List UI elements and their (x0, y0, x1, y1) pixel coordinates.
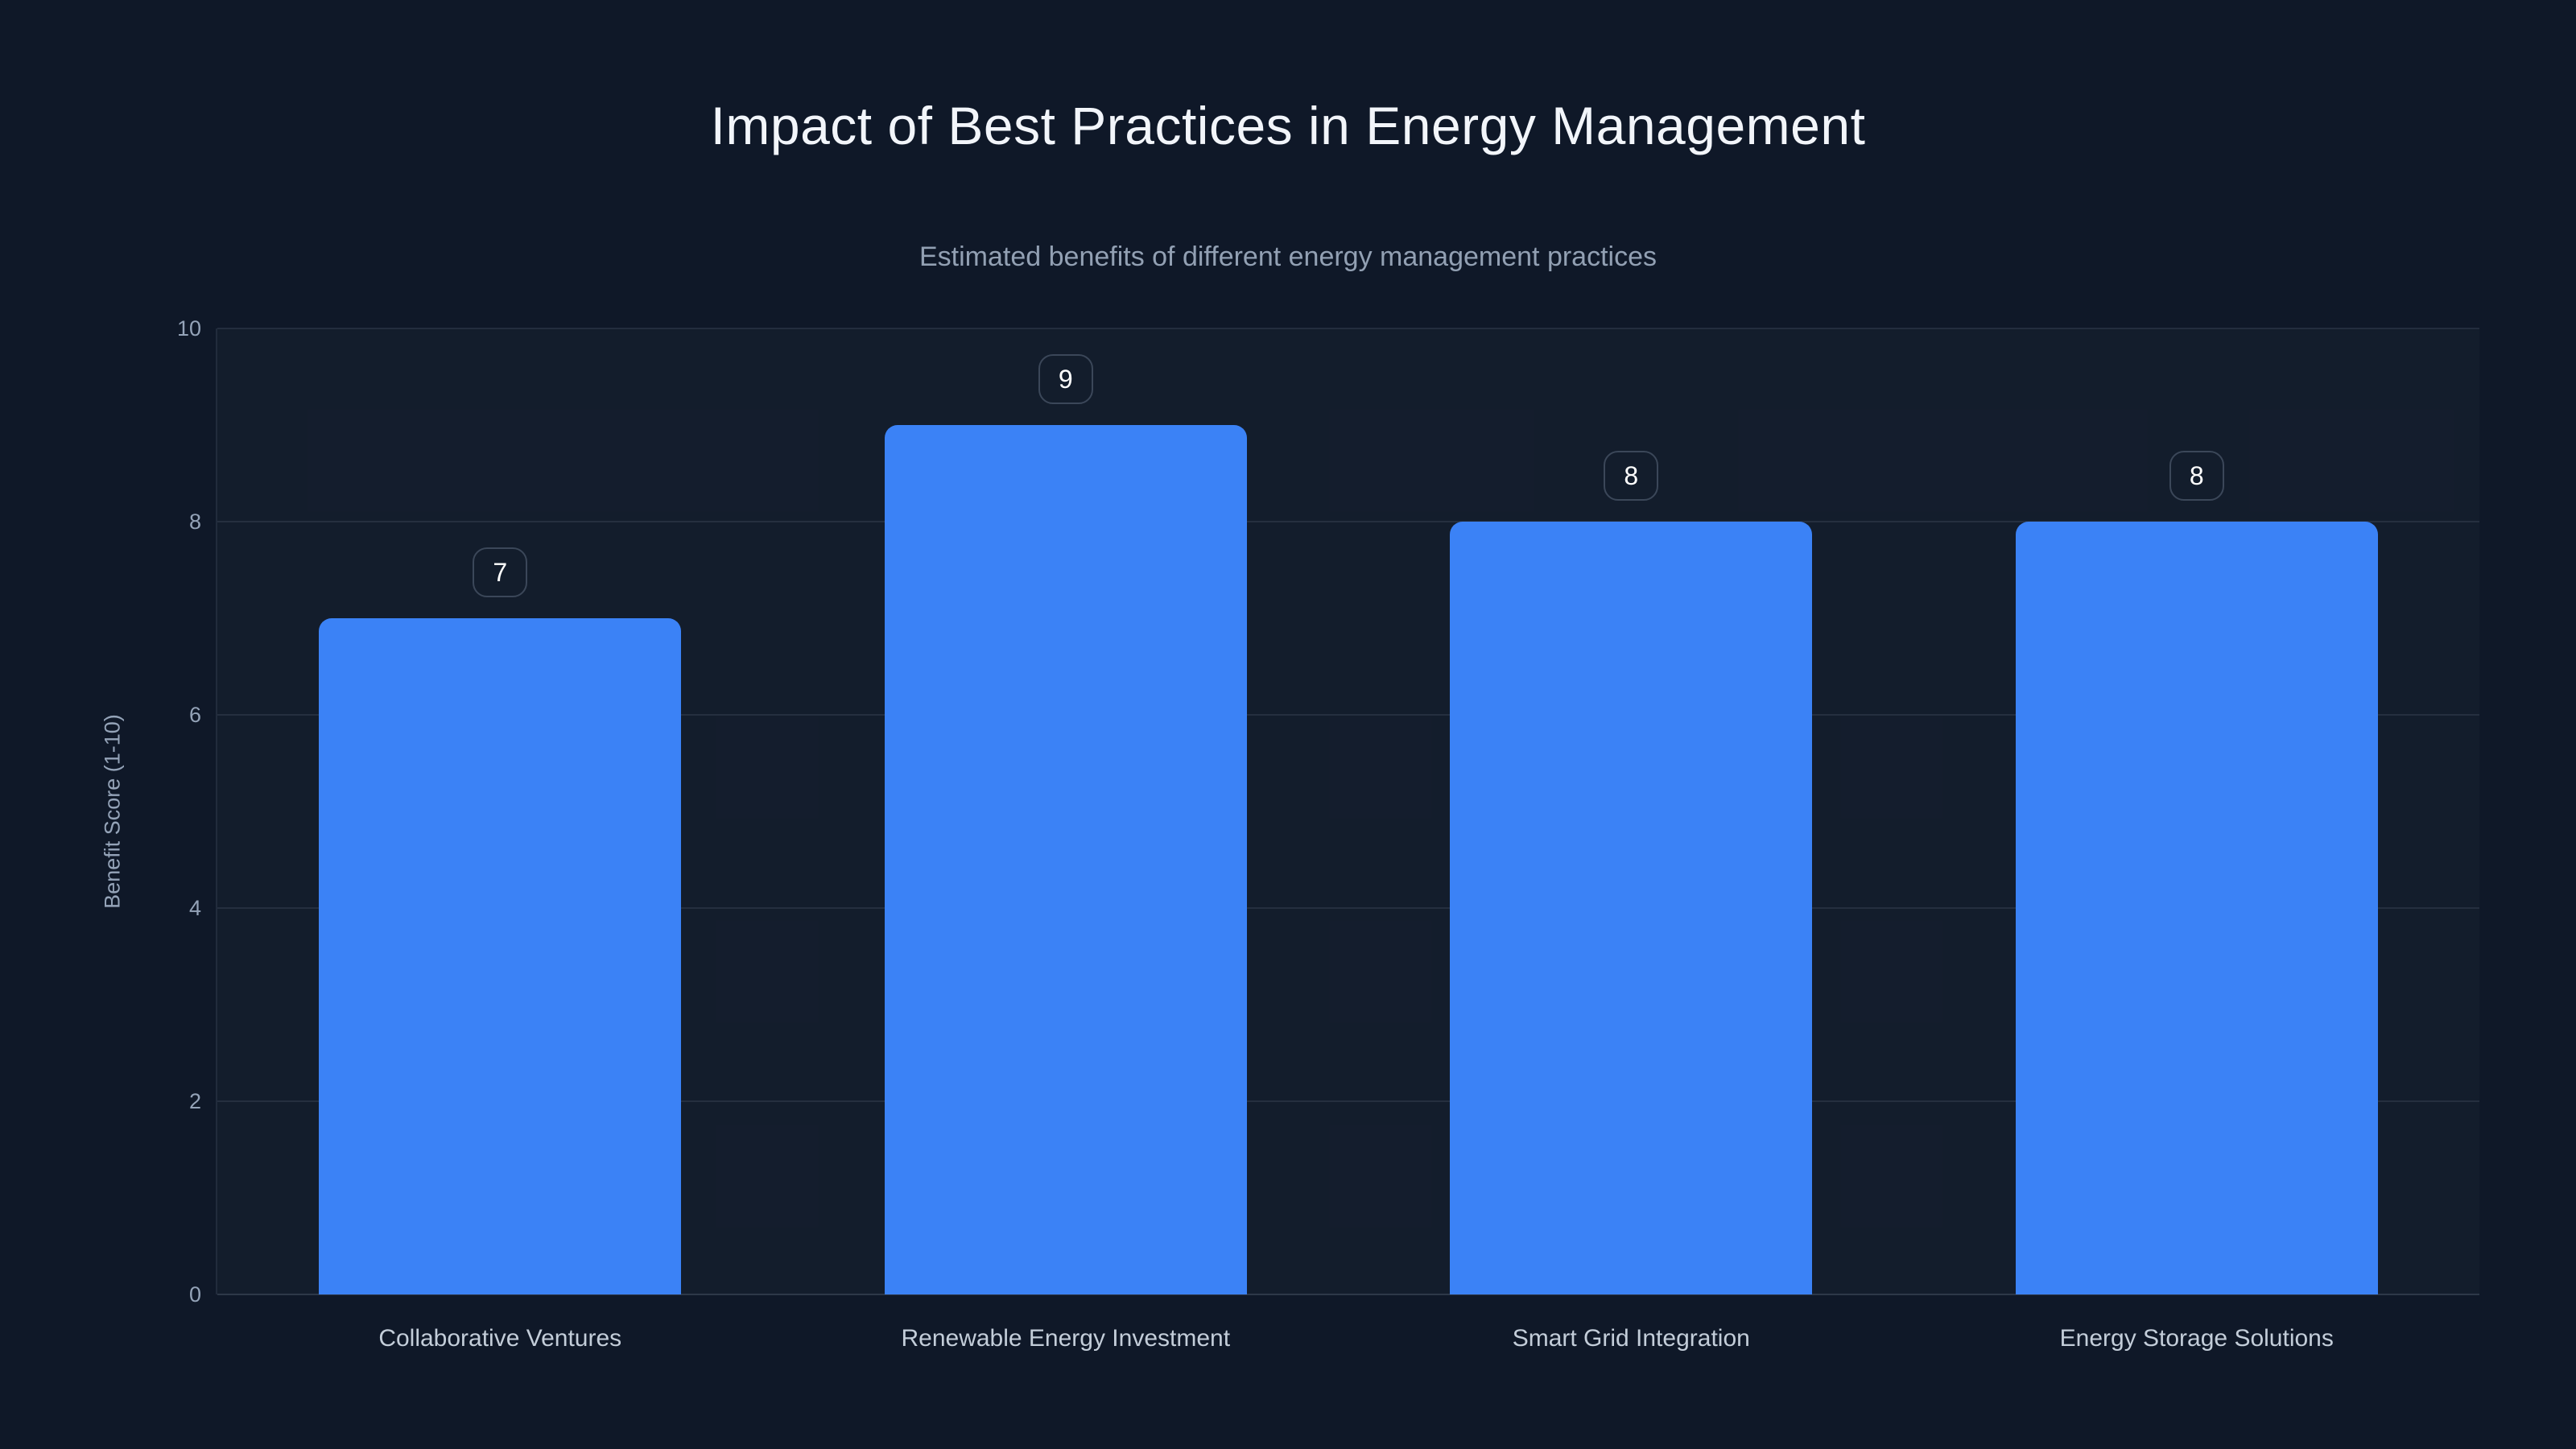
value-label-energy-storage-solutions: 8 (2169, 451, 2224, 501)
y-tick-label-8: 8 (188, 510, 201, 534)
y-tick-label-10: 10 (176, 316, 201, 341)
bar-energy-storage-solutions[interactable] (2015, 522, 2378, 1294)
bar-collaborative-ventures[interactable] (319, 618, 682, 1294)
y-tick-label-6: 6 (188, 703, 201, 727)
gridline-y-10 (217, 328, 2479, 329)
bar-smart-grid-integration[interactable] (1450, 522, 1813, 1294)
y-tick-label-4: 4 (188, 896, 201, 920)
y-tick-label-2: 2 (188, 1089, 201, 1113)
value-label-smart-grid-integration: 8 (1604, 451, 1659, 501)
gridline-y-8 (217, 521, 2479, 522)
gridline-y-0 (217, 1294, 2479, 1295)
gridline-y-6 (217, 714, 2479, 716)
chart-subtitle: Estimated benefits of different energy m… (919, 242, 1657, 272)
gridline-y-2 (217, 1100, 2479, 1102)
gridline-y-4 (217, 907, 2479, 909)
plot-area: 7 9 8 8 (216, 328, 2479, 1295)
value-label-collaborative-ventures: 7 (473, 547, 528, 597)
value-label-renewable-energy-investment: 9 (1038, 354, 1093, 404)
chart-title: Impact of Best Practices in Energy Manag… (710, 96, 1866, 155)
x-axis-label-energy-storage-solutions: Energy Storage Solutions (2059, 1325, 2334, 1352)
y-axis-title: Benefit Score (1-10) (100, 714, 125, 909)
bar-renewable-energy-investment[interactable] (884, 425, 1247, 1294)
y-tick-label-0: 0 (188, 1282, 201, 1307)
y-axis-line (216, 328, 217, 1294)
x-axis-label-smart-grid-integration: Smart Grid Integration (1512, 1325, 1750, 1352)
x-axis-label-collaborative-ventures: Collaborative Ventures (378, 1325, 622, 1352)
x-axis-label-renewable-energy-investment: Renewable Energy Investment (901, 1325, 1231, 1352)
